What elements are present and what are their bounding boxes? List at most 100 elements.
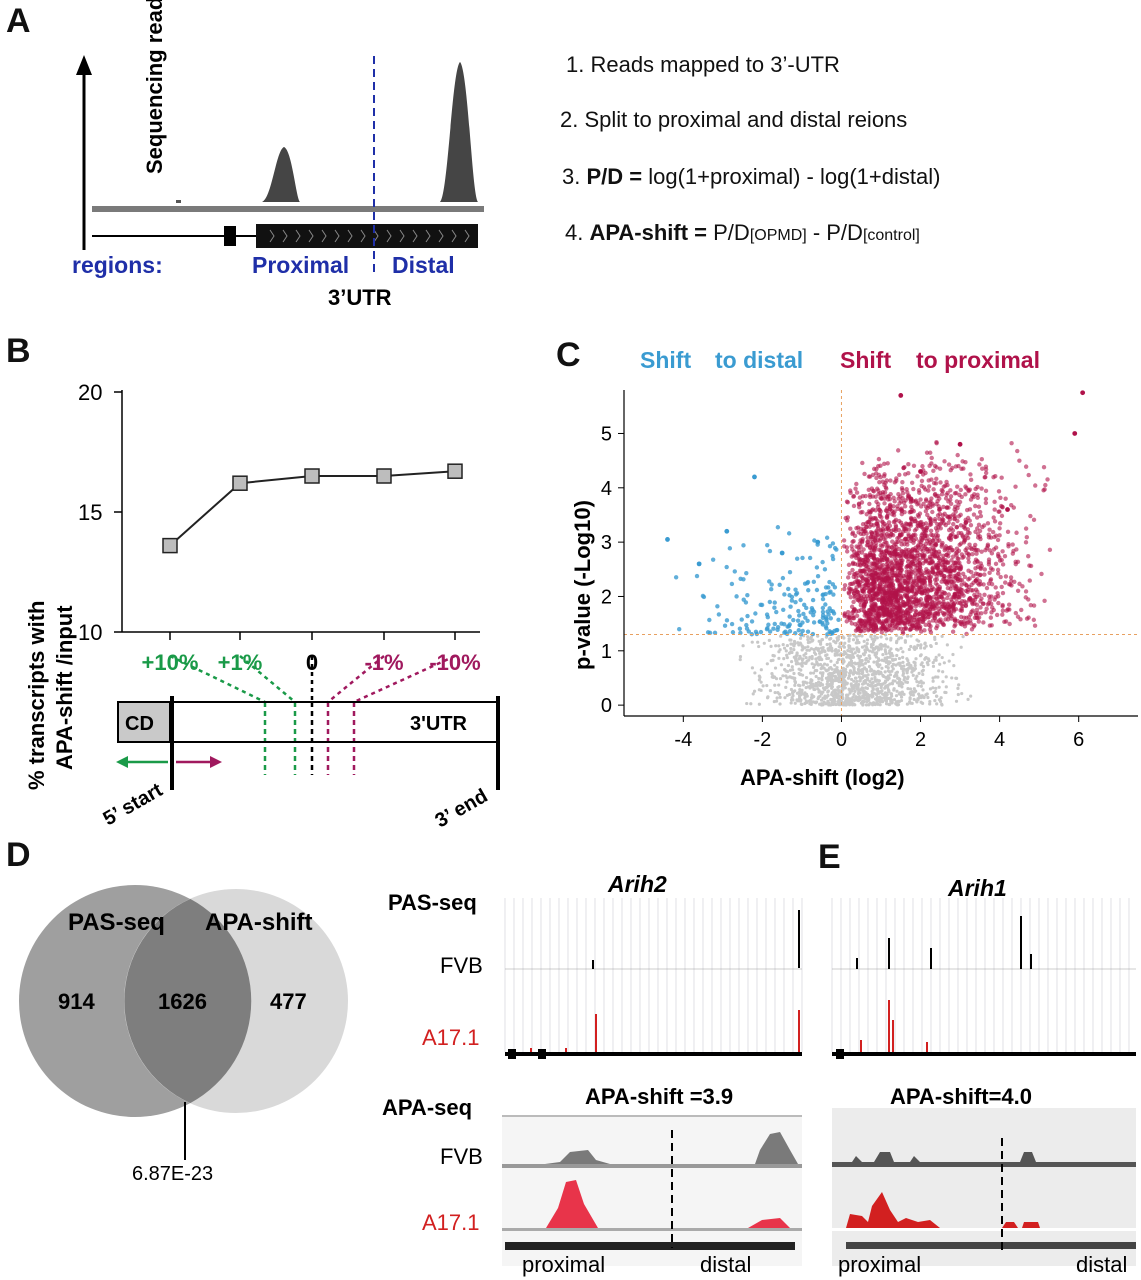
c-point-ns (892, 687, 896, 691)
c-point-proximal (939, 544, 944, 549)
c-point-ns (873, 653, 877, 657)
c-point-proximal (1000, 504, 1005, 510)
c-point-ns (822, 662, 827, 666)
c-point-proximal (911, 486, 916, 492)
c-point-proximal (924, 525, 929, 531)
c-point-proximal (960, 459, 965, 464)
c-point-proximal (898, 574, 904, 579)
c-point-ns (897, 661, 901, 665)
c-point-distal (787, 614, 792, 619)
a-regions-label: regions: (72, 252, 163, 278)
c-point-proximal (912, 553, 917, 559)
c-point-distal (823, 602, 828, 607)
c-point-proximal (896, 518, 902, 524)
c-point-proximal (976, 611, 981, 616)
c-point-ns (841, 635, 845, 639)
c-point-proximal (887, 623, 893, 628)
c-point-proximal (962, 537, 968, 543)
c-point-ns (937, 698, 942, 702)
c-point-proximal (942, 579, 948, 585)
c-point-ns (917, 692, 921, 696)
c-point-ns (847, 674, 851, 678)
c-point-proximal (970, 588, 975, 593)
c-point-proximal (884, 478, 889, 483)
c-point-proximal (995, 571, 1001, 576)
c-point-distal (694, 573, 700, 579)
c-point-proximal (973, 578, 979, 583)
c-point-proximal (917, 585, 922, 590)
a-distal-label: Distal (392, 252, 455, 278)
c-point-ns (882, 692, 887, 697)
c-point-ns (877, 670, 881, 674)
c-points (665, 390, 1086, 707)
c-point-ns (804, 661, 808, 665)
c-point-ns (804, 675, 809, 680)
c-point-ns (786, 663, 791, 668)
c-point-ns (853, 670, 858, 675)
c-point-proximal (897, 472, 902, 478)
c-point-ns (793, 681, 798, 685)
c-point-proximal (898, 619, 904, 624)
c-point-ns (814, 701, 818, 705)
c-point-proximal (886, 563, 891, 569)
c-point-ns (771, 674, 775, 678)
c-point-ns (843, 641, 847, 645)
c-point-distal (826, 612, 831, 617)
c-point-proximal (966, 487, 971, 493)
c-point-proximal (954, 573, 959, 578)
c-point-ns (881, 653, 885, 657)
c-point-proximal (888, 531, 894, 537)
c-point-ns (944, 675, 948, 679)
c-point-distal (817, 619, 823, 624)
e-a17-2: A17.1 (422, 1210, 480, 1235)
c-point-ns (777, 683, 781, 687)
c-point-ns (814, 668, 818, 673)
c-point-distal (827, 544, 833, 549)
c-point-ns (906, 686, 910, 691)
c-point-proximal (892, 547, 898, 552)
c-point-ns (817, 639, 821, 643)
c-point-ns (888, 655, 892, 659)
c-point-distal (780, 575, 786, 581)
c-point-ns (940, 702, 944, 706)
c-point-ns (789, 660, 794, 664)
c-point-ns (911, 693, 915, 697)
c-point-proximal (930, 569, 935, 574)
c-point-ns (797, 696, 802, 700)
c-point-ns (816, 634, 820, 638)
c-point-proximal (884, 607, 889, 612)
c-point-proximal (890, 602, 896, 608)
c-point-proximal (1010, 551, 1016, 556)
c-point-ns (823, 695, 827, 699)
c-point-ns (805, 700, 809, 705)
c-point-proximal (873, 516, 879, 522)
c-point-ns (868, 693, 872, 698)
c-point-ns (836, 676, 840, 680)
c-point-proximal (960, 571, 966, 577)
c-point-ns (952, 664, 956, 668)
c-point-ns (826, 690, 830, 694)
c-point-proximal (863, 571, 869, 577)
c-point-ns (761, 684, 765, 688)
c-point-ns (856, 691, 860, 696)
c-point-proximal (944, 505, 950, 510)
c-point-ns (777, 656, 781, 660)
c-point-proximal (874, 499, 879, 504)
c-point-ns (941, 680, 945, 684)
c-point-ns (863, 661, 868, 665)
c-point-ns (845, 655, 849, 659)
c-point-distal (772, 605, 777, 610)
c-point-ns (879, 635, 883, 639)
c-point-proximal (962, 599, 967, 604)
c-point-ns (868, 701, 872, 705)
c-point-ns (844, 651, 848, 656)
c-point-proximal (846, 591, 852, 596)
c-point-ns (824, 676, 829, 680)
c-point-proximal (870, 614, 876, 620)
c-point-ns (787, 692, 792, 697)
c-point-ns (933, 637, 937, 641)
b-green-arrowhead (116, 756, 128, 768)
c-point-ns (900, 690, 904, 694)
c-point-outlier (665, 537, 670, 542)
c-point-outlier (724, 528, 730, 534)
